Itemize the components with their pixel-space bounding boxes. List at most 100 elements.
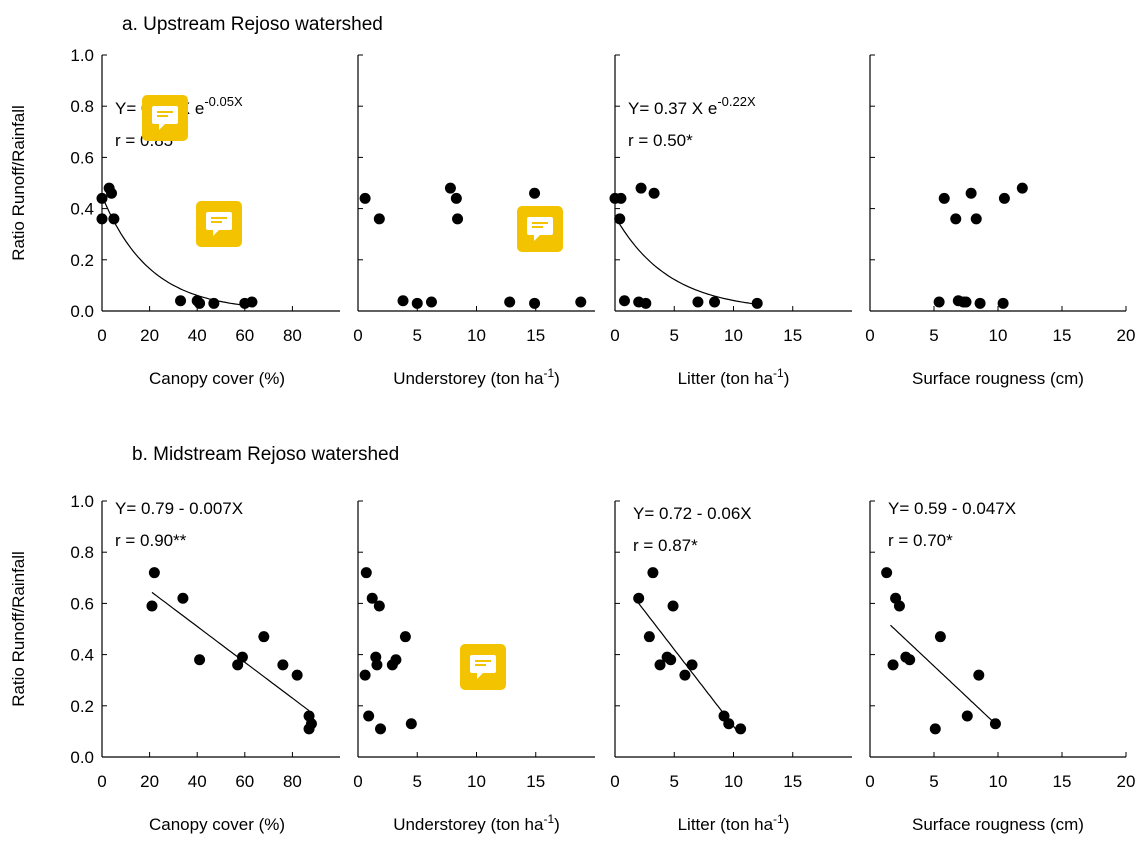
y-tick-label: 0.2 [70,697,94,716]
speech-bubble-icon [527,217,553,241]
regression-equation: Y= 0.59 - 0.047X [888,499,1016,518]
data-point [635,182,647,194]
data-point [96,192,108,204]
x-tick-label: 40 [188,772,207,791]
data-point [375,723,387,735]
x-axis-label: Litter (ton ha-1) [678,366,790,388]
y-tick-label: 0.6 [70,148,94,167]
data-point [647,567,659,579]
x-tick-label: 15 [526,326,545,345]
data-point [208,297,220,309]
x-tick-label: 20 [140,772,159,791]
y-tick-label: 0.8 [70,543,94,562]
data-point [452,213,464,225]
data-point [363,710,375,722]
bubble-line [211,217,227,219]
data-point [146,600,158,612]
x-tick-label: 0 [353,326,362,345]
bubble-line [532,222,548,224]
data-point [665,654,677,666]
data-point [938,192,950,204]
comment-badge-2[interactable] [196,201,242,247]
data-point [904,654,916,666]
data-point [397,295,409,307]
data-point [618,295,630,307]
x-tick-label: 5 [929,326,938,345]
bubble-line [532,226,543,228]
data-point [950,213,962,225]
data-point [679,669,691,681]
data-point [305,718,317,730]
x-tick-label: 60 [235,326,254,345]
data-point [667,600,679,612]
data-point [175,295,187,307]
data-point [970,213,982,225]
data-point [529,297,541,309]
regression-equation: Y= 0.72 - 0.06X [633,504,752,523]
data-point [411,297,423,309]
data-point [450,192,462,204]
x-tick-label: 20 [140,326,159,345]
x-tick-label: 0 [97,772,106,791]
data-point [194,297,206,309]
x-tick-label: 10 [467,326,486,345]
x-tick-label: 60 [235,772,254,791]
bubble-line [211,221,222,223]
data-point [709,296,721,308]
data-point [373,600,385,612]
speech-bubble-icon [470,655,496,679]
data-point [575,296,587,308]
data-point [933,296,945,308]
data-point [246,296,258,308]
data-point [686,659,698,671]
data-point [177,592,189,604]
data-point [973,669,985,681]
y-tick-label: 0.6 [70,594,94,613]
x-axis-label: Litter (ton ha-1) [678,812,790,834]
regression-equation: Y= 0.37 X e-0.22X [628,94,756,118]
data-point [881,567,893,579]
fit-curve [614,215,758,305]
data-point [989,718,1001,730]
x-tick-label: 5 [413,326,422,345]
x-tick-label: 80 [283,772,302,791]
y-tick-label: 0.4 [70,200,94,219]
data-point [373,213,385,225]
data-point [998,192,1010,204]
fit-curve [101,195,245,306]
x-axis-label: Surface rougness (cm) [912,815,1084,834]
data-point [643,631,655,643]
x-tick-label: 5 [670,772,679,791]
x-tick-label: 0 [353,772,362,791]
data-point [148,567,160,579]
data-point [359,192,371,204]
x-axis-label: Canopy cover (%) [149,815,285,834]
data-point [648,187,660,199]
comment-badge-3[interactable] [517,206,563,252]
y-axis-label: Ratio Runoff/Rainfall [9,105,28,261]
comment-badge-1[interactable] [142,95,188,141]
data-point [277,659,289,671]
data-point [640,297,652,309]
x-tick-label: 10 [989,772,1008,791]
x-tick-label: 5 [929,772,938,791]
data-point [291,669,303,681]
bubble-line [475,660,491,662]
x-axis-label: Understorey (ton ha-1) [393,812,560,834]
data-point [633,592,645,604]
bubble-line [157,115,168,117]
data-point [997,297,1009,309]
row-title: b. Midstream Rejoso watershed [132,444,399,465]
y-tick-label: 1.0 [70,46,94,65]
y-tick-label: 0.0 [70,748,94,767]
comment-badge-4[interactable] [460,644,506,690]
correlation-r: r = 0.87* [633,536,698,555]
data-point [504,296,516,308]
row-title: a. Upstream Rejoso watershed [122,14,383,35]
data-point [929,723,941,735]
data-point [893,600,905,612]
x-tick-label: 10 [467,772,486,791]
x-tick-label: 20 [1117,772,1136,791]
x-tick-label: 10 [989,326,1008,345]
